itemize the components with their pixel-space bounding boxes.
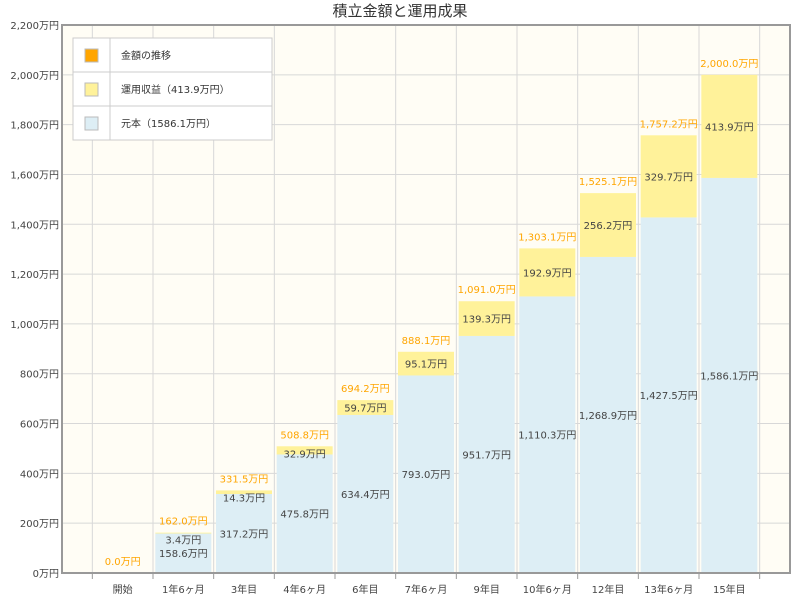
data-label-principal: 1,268.9万円 [579,411,637,422]
data-label-total: 508.8万円 [280,430,329,441]
x-tick-label: 13年6ヶ月 [644,583,693,596]
data-label-total: 1,303.1万円 [518,232,576,243]
bar-principal [276,454,333,573]
data-label-return: 95.1万円 [405,360,447,371]
y-tick-label: 1,400万円 [10,220,59,231]
bar-principal [398,375,454,573]
y-tick-label: 2,000万円 [10,71,59,82]
data-label-principal: 1,110.3万円 [518,431,576,442]
data-label-return: 192.9万円 [523,268,572,279]
legend-label: 金額の推移 [121,49,171,62]
x-tick-label: 3年目 [231,583,257,596]
x-tick-label: 7年6ヶ月 [405,583,448,596]
data-label-return: 14.3万円 [223,493,265,504]
legend-swatch [84,116,99,131]
bar-principal [701,177,758,573]
data-label-return: 256.2万円 [584,221,633,232]
data-label-total: 1,525.1万円 [579,177,637,188]
x-tick-label: 9年目 [473,583,499,596]
legend-swatch [84,48,99,63]
y-tick-label: 600万円 [20,420,59,431]
y-tick-label: 1,000万円 [10,320,59,331]
data-label-return: 3.4万円 [165,536,201,547]
y-tick-label: 1,800万円 [10,121,59,132]
data-label-return: 139.3万円 [462,315,511,326]
bar-return [216,490,272,494]
x-tick-label: 開始 [113,583,133,596]
bar-return [337,400,394,415]
data-label-total: 1,091.0万円 [458,285,516,296]
bar-principal [155,533,212,573]
data-label-principal: 1,586.1万円 [700,371,758,382]
data-label-return: 329.7万円 [644,172,693,183]
legend-swatch [84,82,99,97]
x-tick-label: 6年目 [352,583,378,596]
x-tick-label: 12年目 [592,583,625,596]
y-tick-label: 1,200万円 [10,270,59,281]
bar-principal [458,335,515,573]
bar-return [398,351,454,376]
data-label-principal: 634.4万円 [341,490,390,501]
y-tick-label: 200万円 [20,519,59,530]
x-tick-label: 1年6ヶ月 [162,583,205,596]
bar-return [580,193,636,257]
bar-principal [580,256,636,573]
bar-principal [519,296,576,573]
x-tick-label: 10年6ヶ月 [523,583,572,596]
plot-border [61,24,791,574]
legend-label: 元本（1586.1万円） [121,117,216,130]
data-label-total: 1,757.2万円 [640,119,698,130]
x-tick-label: 15年目 [713,583,746,596]
data-label-return: 59.7万円 [344,404,386,415]
data-label-total: 2,000.0万円 [700,59,758,70]
bar-return [701,74,758,178]
x-tick-label: 4年6ヶ月 [283,583,326,596]
data-label-principal: 475.8万円 [280,510,329,521]
legend-label: 運用収益（413.9万円） [121,83,230,96]
data-label-total: 331.5万円 [220,474,269,485]
bar-return [519,248,576,297]
legend [72,37,273,141]
bar-return [155,532,212,534]
y-tick-label: 1,600万円 [10,170,59,181]
data-label-principal: 317.2万円 [220,529,269,540]
y-tick-label: 800万円 [20,370,59,381]
bar-return [640,135,697,218]
data-label-principal: 1,427.5万円 [640,391,698,402]
bar-principal [337,414,394,573]
data-label-principal: 158.6万円 [159,549,208,560]
chart-title: 積立金額と運用成果 [332,2,467,20]
y-tick-label: 0万円 [33,569,59,580]
bar-principal [640,217,697,573]
y-tick-label: 2,200万円 [10,21,59,32]
data-label-return: 32.9万円 [284,449,326,460]
data-label-principal: 951.7万円 [462,450,511,461]
bar-principal [216,493,272,573]
data-label-total: 888.1万円 [402,336,451,347]
data-label-return: 413.9万円 [705,122,754,133]
bar-return [458,301,515,336]
data-label-total: 0.0万円 [105,557,141,568]
data-label-total: 162.0万円 [159,517,208,528]
data-label-principal: 793.0万円 [402,470,451,481]
data-label-total: 694.2万円 [341,384,390,395]
bar-return [276,446,333,455]
y-tick-label: 400万円 [20,469,59,480]
